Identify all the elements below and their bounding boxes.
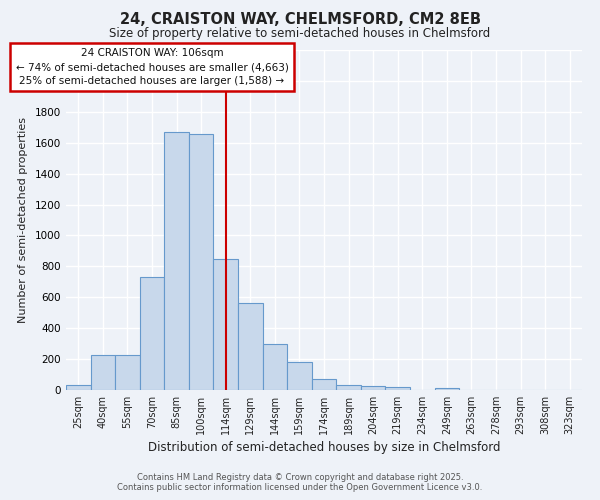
Bar: [238, 304, 263, 390]
Text: Contains HM Land Registry data © Crown copyright and database right 2025.
Contai: Contains HM Land Registry data © Crown c…: [118, 473, 482, 492]
Bar: [140, 277, 164, 390]
Text: Size of property relative to semi-detached houses in Chelmsford: Size of property relative to semi-detach…: [109, 28, 491, 40]
Bar: [385, 387, 410, 390]
Bar: [189, 134, 214, 390]
Text: 24, CRAISTON WAY, CHELMSFORD, CM2 8EB: 24, CRAISTON WAY, CHELMSFORD, CM2 8EB: [119, 12, 481, 28]
Bar: [214, 260, 238, 390]
Text: 24 CRAISTON WAY: 106sqm
← 74% of semi-detached houses are smaller (4,663)
25% of: 24 CRAISTON WAY: 106sqm ← 74% of semi-de…: [16, 48, 289, 86]
Bar: [263, 344, 287, 390]
Bar: [164, 132, 189, 390]
Bar: [115, 355, 140, 390]
Bar: [434, 388, 459, 390]
Bar: [66, 384, 91, 390]
Bar: [361, 386, 385, 390]
Bar: [312, 379, 336, 390]
Y-axis label: Number of semi-detached properties: Number of semi-detached properties: [18, 117, 28, 323]
Bar: [287, 362, 312, 390]
Bar: [336, 384, 361, 390]
Bar: [91, 355, 115, 390]
X-axis label: Distribution of semi-detached houses by size in Chelmsford: Distribution of semi-detached houses by …: [148, 441, 500, 454]
